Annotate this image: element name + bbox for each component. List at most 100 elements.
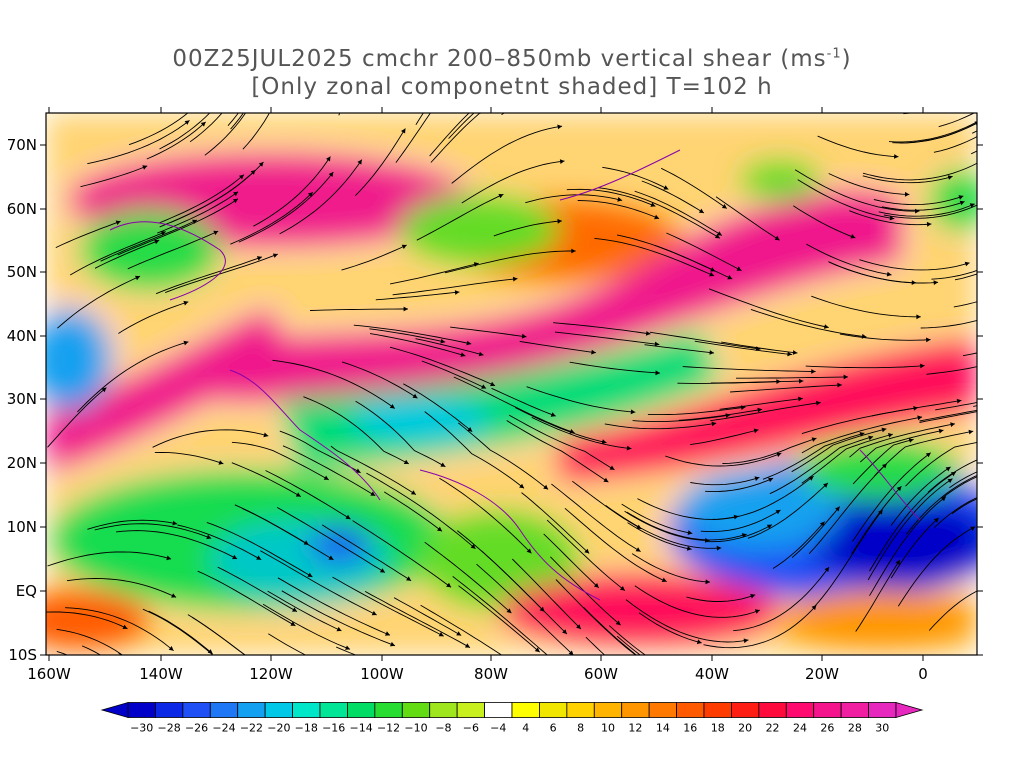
streamline-arrowhead bbox=[154, 239, 160, 245]
streamline bbox=[849, 423, 956, 458]
streamline-arrowhead bbox=[895, 560, 900, 565]
streamline-arrowhead bbox=[256, 256, 262, 261]
colorbar-label: −22 bbox=[240, 722, 263, 735]
streamline-arrowhead bbox=[171, 593, 177, 598]
streamline bbox=[242, 113, 270, 150]
streamline bbox=[276, 507, 386, 573]
shear-shading bbox=[46, 113, 977, 655]
streamline bbox=[77, 341, 189, 413]
streamline-arrowhead bbox=[543, 484, 549, 490]
streamline-arrowhead bbox=[200, 121, 206, 127]
streamline bbox=[859, 429, 944, 463]
streamline bbox=[666, 232, 742, 271]
streamline-arrowhead bbox=[184, 120, 190, 125]
streamline-arrowhead bbox=[850, 234, 856, 239]
streamline bbox=[230, 191, 314, 245]
coastline bbox=[859, 449, 921, 521]
streamline-arrowhead bbox=[736, 266, 742, 271]
colorbar-swatch bbox=[127, 702, 156, 718]
colorbar-label: −18 bbox=[295, 722, 318, 735]
streamline-arrowhead bbox=[774, 235, 780, 241]
streamline bbox=[602, 166, 669, 190]
streamline-arrowhead bbox=[881, 427, 887, 433]
streamline bbox=[938, 113, 975, 128]
streamline-arrowhead bbox=[654, 214, 660, 220]
map-plot-area bbox=[46, 51, 1019, 692]
streamline bbox=[677, 380, 804, 384]
streamline bbox=[935, 402, 977, 411]
streamline bbox=[624, 510, 710, 542]
colorbar-swatch bbox=[429, 702, 458, 718]
streamline bbox=[321, 524, 412, 582]
streamline-arrowhead bbox=[307, 192, 313, 197]
streamline bbox=[839, 333, 931, 341]
colorbar: −30 −28 −26 −24 −22 −20 −18 −16 −14 −12 −10 −8 −6 −4 4… bbox=[100, 701, 924, 735]
streamline bbox=[867, 478, 953, 581]
colorbar-label: 24 bbox=[793, 722, 807, 735]
streamline-arrowhead bbox=[521, 333, 527, 339]
streamline bbox=[791, 428, 887, 473]
streamline-arrowhead bbox=[568, 650, 574, 655]
streamline bbox=[157, 191, 239, 234]
streamline bbox=[920, 319, 977, 329]
streamline bbox=[81, 645, 102, 655]
lon-tick-label: 60W bbox=[584, 665, 618, 683]
streamline bbox=[450, 326, 527, 338]
colorbar-swatch bbox=[484, 702, 513, 718]
streamline bbox=[873, 195, 964, 206]
lon-tick-label: 80W bbox=[474, 665, 508, 683]
streamline-arrowhead bbox=[254, 92, 258, 97]
streamline-arrowhead bbox=[557, 124, 563, 130]
streamline-arrowhead bbox=[743, 638, 749, 644]
colorbar-swatch bbox=[209, 702, 239, 718]
streamline-arrowhead bbox=[290, 621, 296, 626]
streamline bbox=[420, 604, 503, 655]
streamline bbox=[801, 433, 893, 484]
streamline-arrowhead bbox=[615, 620, 621, 626]
streamline bbox=[57, 275, 141, 329]
streamline bbox=[452, 576, 548, 655]
streamline bbox=[627, 522, 692, 550]
streamline-arrowhead bbox=[248, 67, 252, 72]
streamline-arrowhead bbox=[192, 219, 198, 224]
streamline-arrowhead bbox=[460, 352, 466, 357]
colorbar-swatch bbox=[868, 702, 897, 718]
streamline-arrowhead bbox=[291, 51, 296, 56]
streamline-arrowhead bbox=[576, 624, 581, 629]
streamline-arrowhead bbox=[183, 340, 189, 346]
colorbar-label: −4 bbox=[490, 722, 506, 735]
colorbar-label: 28 bbox=[848, 722, 862, 735]
streamline-arrowhead bbox=[297, 688, 302, 692]
streamline-arrowhead bbox=[454, 290, 460, 295]
streamline-arrowhead bbox=[1014, 283, 1019, 287]
streamline bbox=[638, 612, 702, 644]
map-title-line-2: [Only zonal componetnt shaded] T=102 h bbox=[251, 74, 773, 100]
streamline-arrowhead bbox=[263, 432, 269, 438]
streamline-arrowhead bbox=[798, 378, 804, 384]
streamline bbox=[531, 416, 632, 450]
coastline bbox=[559, 149, 681, 201]
streamline-arrowhead bbox=[654, 341, 660, 347]
streamline bbox=[227, 113, 239, 126]
lat-tick-label: 30N bbox=[7, 390, 37, 408]
colorbar-label: 14 bbox=[656, 722, 670, 735]
streamline-arrowhead bbox=[626, 445, 632, 451]
streamline-arrowhead bbox=[709, 350, 714, 355]
streamline-arrowhead bbox=[888, 433, 893, 438]
streamline bbox=[56, 628, 123, 655]
streamline-arrowhead bbox=[326, 156, 331, 162]
title-unit-superscript: -1 bbox=[826, 46, 842, 62]
streamline bbox=[794, 169, 920, 212]
streamline bbox=[919, 411, 977, 423]
streamline-arrowhead bbox=[213, 230, 219, 236]
streamline bbox=[899, 122, 977, 144]
streamline-arrowhead bbox=[232, 554, 238, 560]
streamline bbox=[583, 606, 638, 655]
streamline-arrowhead bbox=[465, 643, 470, 648]
lat-tick-label: 10S bbox=[8, 646, 37, 664]
streamline bbox=[971, 130, 977, 134]
streamline-arrowhead bbox=[323, 475, 329, 480]
colorbar-swatch bbox=[758, 702, 787, 718]
streamline bbox=[828, 261, 939, 284]
streamline bbox=[389, 346, 496, 387]
